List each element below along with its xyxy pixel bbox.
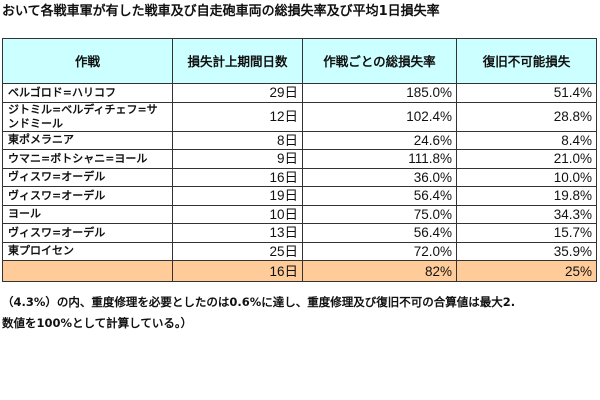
table-row: ヴィスワ=オーデル 19日 56.4% 19.8% [2, 186, 597, 206]
header-operation: 作戦 [2, 38, 173, 84]
total-loss-cell: 82% [302, 260, 457, 282]
days-cell: 16日 [172, 260, 303, 282]
days-cell: 8日 [172, 130, 303, 150]
operation-cell: ベルゴロド=ハリコフ [2, 83, 173, 103]
table-row: ジトミル=ベルディチェフ=サンドミール 12日 102.4% 28.8% [2, 101, 597, 132]
irrecoverable-loss-cell: 28.8% [456, 101, 597, 132]
days-cell: 9日 [172, 149, 303, 169]
operation-cell: ヴィスワ=オーデル [2, 223, 173, 243]
total-loss-cell: 185.0% [302, 83, 457, 103]
operation-cell: ウマニ=ボトシャニ=ヨール [2, 149, 173, 169]
table-row: 東ポメラニア 8日 24.6% 8.4% [2, 130, 597, 150]
irrecoverable-loss-cell: 8.4% [456, 130, 597, 150]
operation-cell: ヴィスワ=オーデル [2, 186, 173, 206]
header-days: 損失計上期間日数 [172, 38, 303, 84]
days-cell: 16日 [172, 167, 303, 187]
total-loss-cell: 75.0% [302, 204, 457, 224]
days-cell: 25日 [172, 241, 303, 261]
irrecoverable-loss-cell: 10.0% [456, 167, 597, 187]
header-irrecoverable-loss: 復旧不可能損失 [456, 38, 597, 84]
table-row: ヴィスワ=オーデル 13日 56.4% 15.7% [2, 223, 597, 243]
table-row: ウマニ=ボトシャニ=ヨール 9日 111.8% 21.0% [2, 149, 597, 169]
days-cell: 29日 [172, 83, 303, 103]
irrecoverable-loss-cell: 51.4% [456, 83, 597, 103]
total-loss-cell: 102.4% [302, 101, 457, 132]
operation-cell: ジトミル=ベルディチェフ=サンドミール [2, 101, 173, 132]
page-title: おいて各戦車軍が有した戦車及び自走砲車両の総損失率及び平均1日損失率 [2, 4, 440, 19]
table-body: ベルゴロド=ハリコフ 29日 185.0% 51.4% ジトミル=ベルディチェフ=サンド… [2, 83, 597, 282]
table-row: ベルゴロド=ハリコフ 29日 185.0% 51.4% [2, 83, 597, 103]
table-row: ヨール 10日 75.0% 34.3% [2, 204, 597, 224]
total-loss-cell: 56.4% [302, 223, 457, 243]
footnote-line-2: 数値を100%として計算している。） [2, 316, 193, 330]
page-content: おいて各戦車軍が有した戦車及び自走砲車両の総損失率及び平均1日損失率 作戦 損失… [2, 4, 598, 332]
header-total-loss: 作戦ごとの総損失率 [302, 38, 457, 84]
loss-rate-table: 作戦 損失計上期間日数 作戦ごとの総損失率 復旧不可能損失 ベルゴロド=ハリコフ… [2, 38, 597, 282]
irrecoverable-loss-cell: 35.9% [456, 241, 597, 261]
irrecoverable-loss-cell: 15.7% [456, 223, 597, 243]
total-loss-cell: 111.8% [302, 149, 457, 169]
operation-cell [2, 260, 173, 282]
days-cell: 13日 [172, 223, 303, 243]
footnote: （4.3%）の内、重度修理を必要としたのは0.6%に達し、重度修理及び復旧不可の… [2, 294, 598, 332]
irrecoverable-loss-cell: 21.0% [456, 149, 597, 169]
header-row: 作戦 損失計上期間日数 作戦ごとの総損失率 復旧不可能損失 [2, 38, 597, 84]
table-row: 東プロイセン 25日 72.0% 35.9% [2, 241, 597, 261]
days-cell: 19日 [172, 186, 303, 206]
irrecoverable-loss-cell: 25% [456, 260, 597, 282]
operation-cell: 東プロイセン [2, 241, 173, 261]
operation-cell: 東ポメラニア [2, 130, 173, 150]
total-loss-cell: 36.0% [302, 167, 457, 187]
total-row: 16日 82% 25% [2, 260, 597, 282]
irrecoverable-loss-cell: 19.8% [456, 186, 597, 206]
total-loss-cell: 72.0% [302, 241, 457, 261]
footnote-line-1: （4.3%）の内、重度修理を必要としたのは0.6%に達し、重度修理及び復旧不可の… [2, 295, 516, 309]
total-loss-cell: 56.4% [302, 186, 457, 206]
irrecoverable-loss-cell: 34.3% [456, 204, 597, 224]
table-row: ヴィスワ=オーデル 16日 36.0% 10.0% [2, 167, 597, 187]
total-loss-cell: 24.6% [302, 130, 457, 150]
days-cell: 12日 [172, 101, 303, 132]
operation-cell: ヴィスワ=オーデル [2, 167, 173, 187]
days-cell: 10日 [172, 204, 303, 224]
operation-cell: ヨール [2, 204, 173, 224]
